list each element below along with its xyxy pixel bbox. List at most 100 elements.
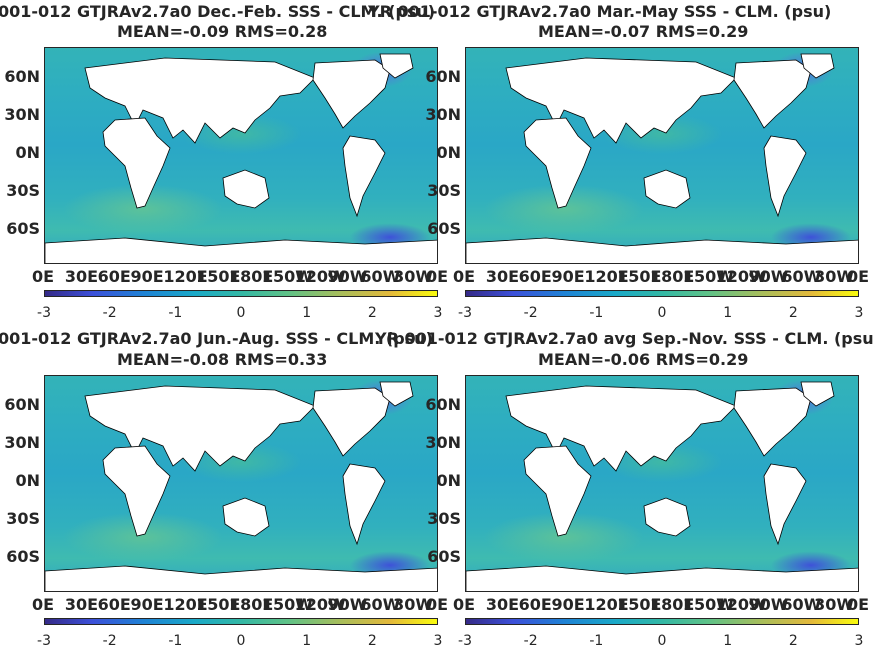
colorbar-tick-label: 1 bbox=[302, 633, 312, 649]
lon-tick-label: 60E bbox=[97, 267, 131, 286]
colorbar bbox=[44, 618, 438, 625]
lon-tick-label: 120E bbox=[163, 267, 208, 286]
colorbar-tick-label: -1 bbox=[589, 633, 604, 649]
lon-tick-label: 60E bbox=[97, 595, 131, 614]
lon-tick-label: 30W bbox=[393, 595, 434, 614]
land-mass bbox=[342, 463, 386, 546]
lon-tick-label: 150W bbox=[682, 267, 734, 286]
land-mass bbox=[222, 169, 270, 209]
lat-tick-label: 30S bbox=[6, 181, 40, 200]
lon-tick-label: 30E bbox=[485, 267, 520, 286]
map-jja bbox=[44, 375, 438, 592]
lon-tick-label: 120E bbox=[584, 595, 629, 614]
colorbar-tick-label: 2 bbox=[367, 633, 377, 649]
lat-tick-label: 0N bbox=[436, 471, 461, 490]
lon-tick-label: 90W bbox=[327, 595, 368, 614]
colorbar-tick-label: -3 bbox=[37, 305, 51, 321]
colorbar-tick-label: -2 bbox=[102, 633, 117, 649]
lat-tick-label: 30N bbox=[425, 433, 461, 452]
panel-stats: MEAN=-0.06 RMS=0.29 bbox=[538, 350, 749, 369]
lat-tick-label: 60N bbox=[425, 395, 461, 414]
colorbar-tick-label: -1 bbox=[589, 305, 604, 321]
lon-tick-label: 30E bbox=[64, 595, 99, 614]
lon-tick-label: 0E bbox=[426, 267, 449, 286]
lon-tick-label: 150E bbox=[196, 595, 241, 614]
lon-tick-label: 180E bbox=[229, 267, 274, 286]
colorbar-tick-label: 0 bbox=[657, 633, 667, 649]
lon-tick-label: 120W bbox=[715, 267, 767, 286]
lon-tick-label: 30W bbox=[814, 595, 855, 614]
lat-tick-label: 30S bbox=[6, 509, 40, 528]
lon-tick-label: 30W bbox=[393, 267, 434, 286]
lon-tick-label: 30W bbox=[814, 267, 855, 286]
land-mass bbox=[505, 57, 737, 144]
lat-tick-label: 60N bbox=[4, 395, 40, 414]
lon-tick-label: 150E bbox=[617, 595, 662, 614]
colorbar-tick-label: 1 bbox=[723, 305, 733, 321]
colorbar-tick-label: -2 bbox=[523, 305, 538, 321]
lat-tick-label: 30N bbox=[425, 105, 461, 124]
colorbar-tick-label: 0 bbox=[657, 305, 667, 321]
map-djf bbox=[44, 47, 438, 264]
lon-tick-label: 90E bbox=[130, 595, 164, 614]
colorbar bbox=[44, 290, 438, 297]
lon-tick-label: 120E bbox=[163, 595, 208, 614]
land-mass bbox=[45, 565, 437, 591]
colorbar-tick-label: -2 bbox=[102, 305, 117, 321]
lat-tick-label: 30N bbox=[4, 433, 40, 452]
panel-stats: MEAN=-0.09 RMS=0.28 bbox=[117, 22, 328, 41]
map-son bbox=[465, 375, 859, 592]
lon-tick-label: 0E bbox=[453, 267, 476, 286]
colorbar-tick-label: 0 bbox=[236, 633, 246, 649]
colorbar-tick-label: 2 bbox=[367, 305, 377, 321]
land-mass bbox=[733, 59, 812, 129]
lon-tick-label: 0E bbox=[847, 595, 870, 614]
land-mass bbox=[800, 381, 835, 407]
colorbar-tick-label: 3 bbox=[433, 305, 443, 321]
lat-tick-label: 60N bbox=[4, 67, 40, 86]
land-mass bbox=[222, 497, 270, 537]
land-mass bbox=[523, 117, 592, 209]
lon-tick-label: 60E bbox=[518, 595, 552, 614]
lon-tick-label: 90E bbox=[551, 267, 585, 286]
lon-tick-label: 90E bbox=[551, 595, 585, 614]
colorbar-tick-label: -3 bbox=[37, 633, 51, 649]
lat-tick-label: 60S bbox=[6, 547, 40, 566]
land-mass bbox=[763, 135, 807, 218]
lon-tick-label: 0E bbox=[426, 595, 449, 614]
lat-tick-label: 30S bbox=[427, 181, 461, 200]
lon-tick-label: 180E bbox=[650, 267, 695, 286]
land-mass bbox=[342, 135, 386, 218]
lon-tick-label: 150W bbox=[261, 595, 313, 614]
lon-tick-label: 60W bbox=[781, 267, 822, 286]
land-mass bbox=[312, 59, 391, 129]
panel-title: YR 001-012 GTJRAv2.7a0 Mar.-May SSS - CL… bbox=[368, 2, 832, 21]
lat-tick-label: 0N bbox=[15, 471, 40, 490]
land-mass bbox=[45, 237, 437, 263]
lon-tick-label: 60E bbox=[518, 267, 552, 286]
land-mass bbox=[312, 387, 391, 457]
land-mass bbox=[466, 565, 858, 591]
lon-tick-label: 150E bbox=[617, 267, 662, 286]
lon-tick-label: 120W bbox=[294, 267, 346, 286]
lon-tick-label: 120E bbox=[584, 267, 629, 286]
lat-tick-label: 0N bbox=[15, 143, 40, 162]
lon-tick-label: 150E bbox=[196, 267, 241, 286]
land-mass bbox=[800, 53, 835, 79]
lon-tick-label: 0E bbox=[32, 595, 55, 614]
land-mass bbox=[733, 387, 812, 457]
colorbar-tick-label: 3 bbox=[854, 633, 864, 649]
colorbar-tick-label: 2 bbox=[788, 305, 798, 321]
colorbar-tick-label: 0 bbox=[236, 305, 246, 321]
lon-tick-label: 0E bbox=[453, 595, 476, 614]
land-mass bbox=[643, 497, 691, 537]
lon-tick-label: 90W bbox=[327, 267, 368, 286]
land-mass bbox=[379, 53, 414, 79]
land-mass bbox=[84, 57, 316, 144]
colorbar bbox=[465, 618, 859, 625]
lat-tick-label: 60S bbox=[6, 219, 40, 238]
lon-tick-label: 150W bbox=[682, 595, 734, 614]
map-mam bbox=[465, 47, 859, 264]
colorbar-tick-label: -1 bbox=[168, 305, 183, 321]
land-mass bbox=[643, 169, 691, 209]
